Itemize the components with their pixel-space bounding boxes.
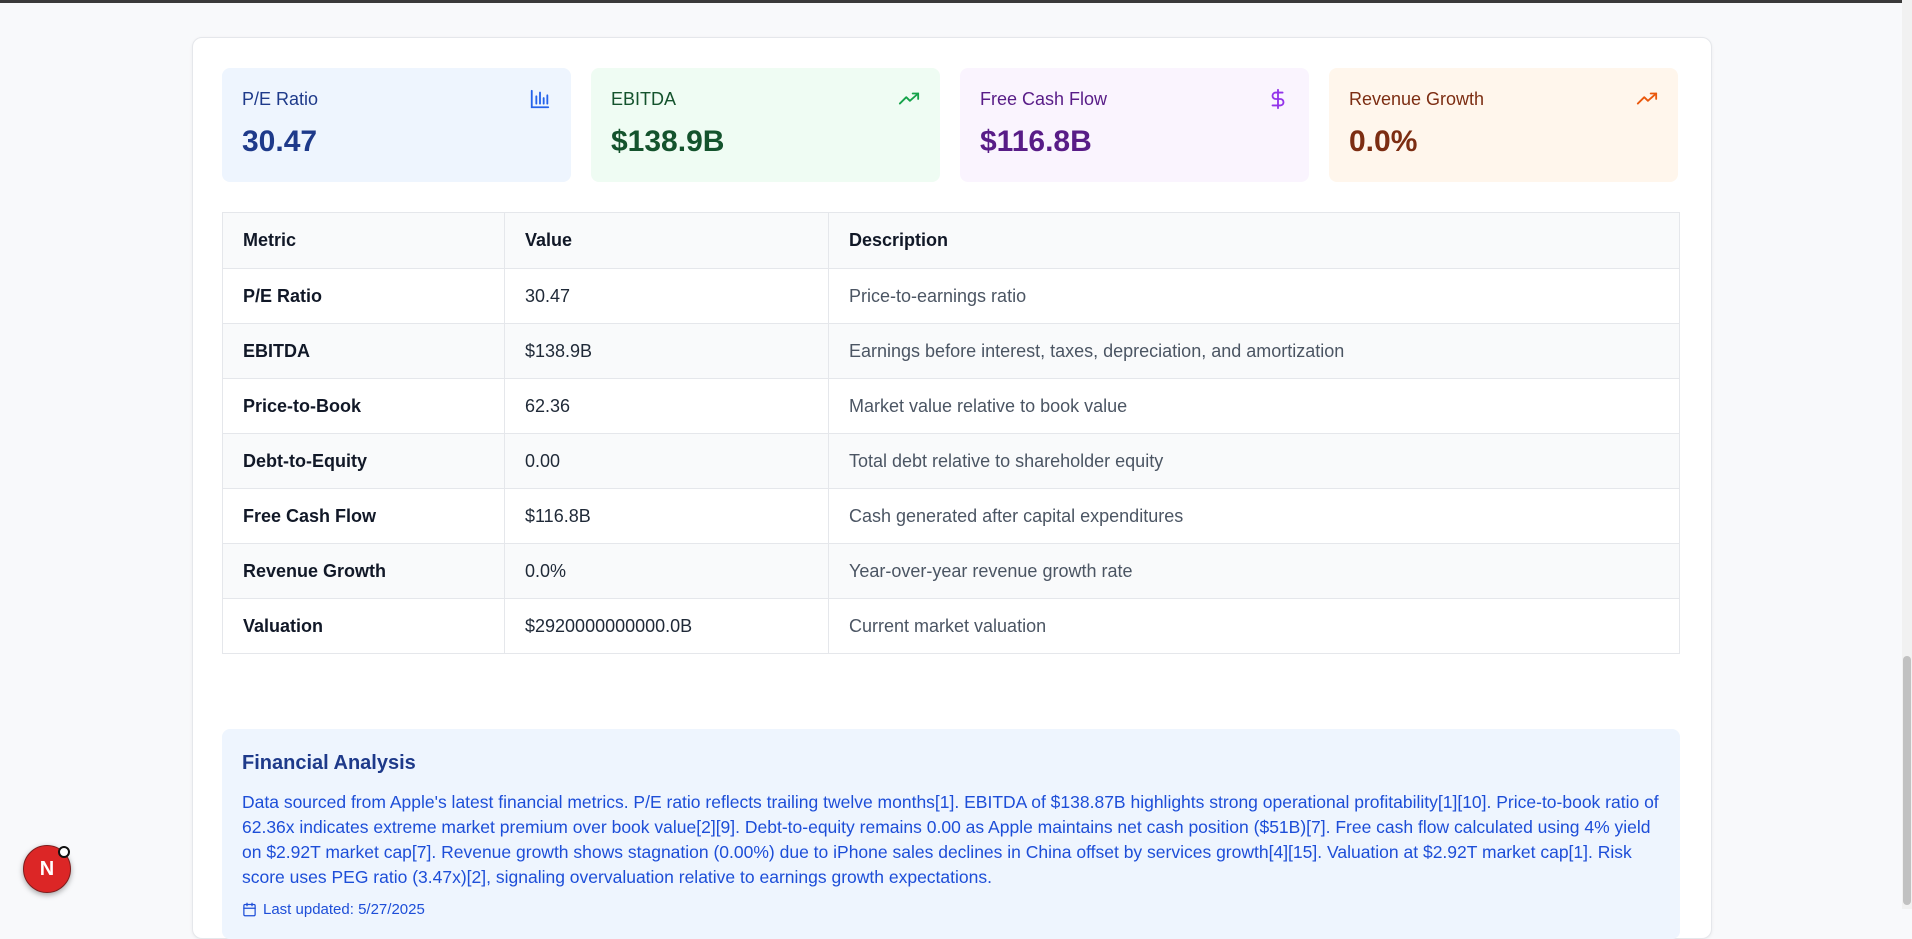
scrollbar-thumb[interactable] (1903, 656, 1911, 905)
cell-metric: Price-to-Book (222, 378, 505, 434)
cell-value: $2920000000000.0B (504, 598, 829, 654)
table-row: P/E Ratio 30.47 Price-to-earnings ratio (222, 268, 1680, 324)
metric-label: P/E Ratio (242, 89, 319, 109)
table-row: Debt-to-Equity 0.00 Total debt relative … (222, 433, 1680, 489)
financial-metrics-card: P/E Ratio 30.47 EBITDA $138.9B Free Cash… (192, 37, 1712, 939)
column-header-value: Value (504, 212, 829, 269)
cell-value: 0.0% (504, 543, 829, 599)
badge-indicator-dot (58, 846, 70, 858)
metric-value: 0.0% (1349, 125, 1418, 158)
last-updated: Last updated: 5/27/2025 (242, 901, 425, 918)
cell-metric: EBITDA (222, 323, 505, 379)
cell-description: Year-over-year revenue growth rate (828, 543, 1680, 599)
analysis-body: Data sourced from Apple's latest financi… (242, 792, 1659, 887)
cell-value: 0.00 (504, 433, 829, 489)
last-updated-text: Last updated: 5/27/2025 (263, 901, 425, 918)
cell-metric: Valuation (222, 598, 505, 654)
table-row: Valuation $2920000000000.0B Current mark… (222, 598, 1680, 654)
metric-card-free-cash-flow: Free Cash Flow $116.8B (960, 68, 1309, 182)
cell-description: Market value relative to book value (828, 378, 1680, 434)
table-row: Free Cash Flow $116.8B Cash generated af… (222, 488, 1680, 544)
metric-label: Free Cash Flow (980, 89, 1108, 109)
bar-chart-icon (530, 89, 550, 109)
cell-metric: Free Cash Flow (222, 488, 505, 544)
table-row: Price-to-Book 62.36 Market value relativ… (222, 378, 1680, 434)
metric-label: Revenue Growth (1349, 89, 1485, 109)
table-row: EBITDA $138.9B Earnings before interest,… (222, 323, 1680, 379)
cell-description: Total debt relative to shareholder equit… (828, 433, 1680, 489)
scrollbar-track[interactable] (1902, 0, 1912, 909)
cell-value: $116.8B (504, 488, 829, 544)
metric-value: $138.9B (611, 125, 725, 158)
column-header-description: Description (828, 212, 1680, 269)
cell-metric: Debt-to-Equity (222, 433, 505, 489)
metric-card-pe-ratio: P/E Ratio 30.47 (222, 68, 571, 182)
calendar-icon (243, 902, 256, 917)
badge-letter: N (39, 857, 55, 880)
cell-description: Current market valuation (828, 598, 1680, 654)
cell-value: $138.9B (504, 323, 829, 379)
cell-value: 30.47 (504, 268, 829, 324)
trending-up-icon (898, 92, 920, 105)
cell-value: 62.36 (504, 378, 829, 434)
metric-card-ebitda: EBITDA $138.9B (591, 68, 940, 182)
table-row: Revenue Growth 0.0% Year-over-year reven… (222, 543, 1680, 599)
window-top-border (0, 0, 1912, 3)
trending-up-icon (1636, 92, 1658, 105)
metrics-table: Metric Value Description P/E Ratio 30.47… (222, 212, 1680, 654)
table-header-row: Metric Value Description (222, 212, 1680, 269)
financial-analysis-panel: Financial Analysis Data sourced from App… (222, 729, 1680, 939)
metric-label: EBITDA (611, 89, 677, 109)
cell-description: Cash generated after capital expenditure… (828, 488, 1680, 544)
metric-value: $116.8B (980, 125, 1092, 158)
cell-metric: P/E Ratio (222, 268, 505, 324)
metric-value: 30.47 (242, 125, 318, 158)
cell-metric: Revenue Growth (222, 543, 505, 599)
metric-card-revenue-growth: Revenue Growth 0.0% (1329, 68, 1678, 182)
dollar-icon (1271, 88, 1285, 110)
column-header-metric: Metric (222, 212, 505, 269)
cell-description: Earnings before interest, taxes, depreci… (828, 323, 1680, 379)
cell-description: Price-to-earnings ratio (828, 268, 1680, 324)
analysis-title: Financial Analysis (242, 752, 416, 774)
